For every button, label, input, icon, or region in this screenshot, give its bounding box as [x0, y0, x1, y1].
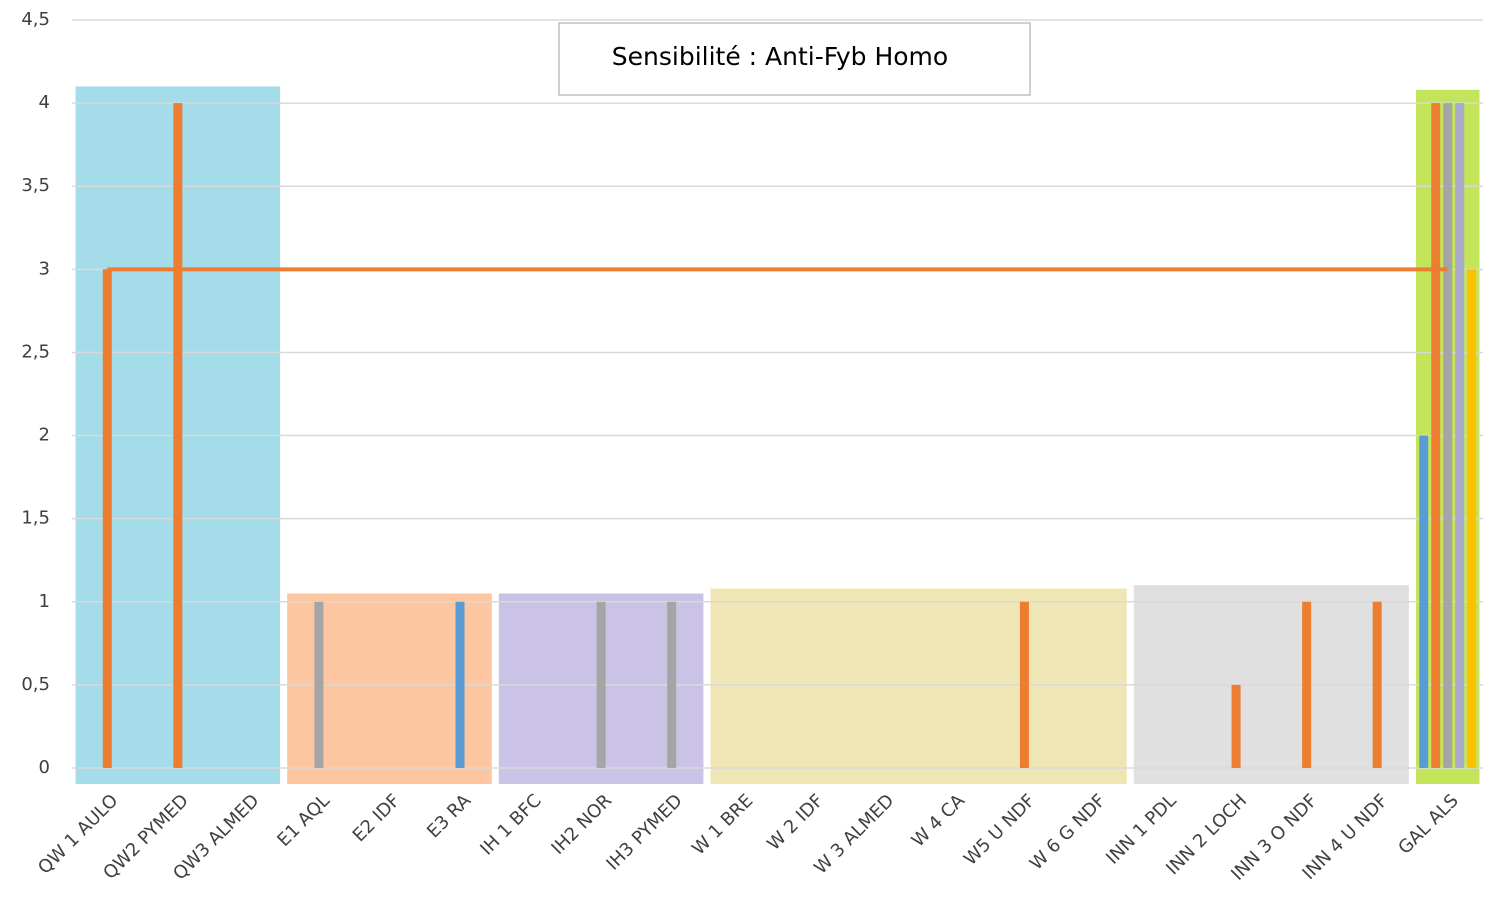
- y-tick-label: 4: [39, 92, 50, 113]
- bar: [1443, 103, 1453, 769]
- x-tick-label: W 1 BRE: [688, 790, 757, 859]
- bar: [1455, 103, 1465, 769]
- bar: [667, 601, 677, 768]
- bar: [596, 601, 606, 768]
- y-tick-label: 3: [39, 258, 50, 279]
- bar: [1019, 601, 1029, 768]
- bar: [1431, 103, 1441, 769]
- bar: [1231, 684, 1241, 768]
- title-box: [558, 22, 1031, 96]
- x-tick-label: GAL ALS: [1394, 790, 1462, 858]
- chart-title: Sensibilité : Anti-Fyb Homo: [612, 42, 948, 71]
- y-tick-label: 2,5: [21, 341, 50, 362]
- x-tick-label: E2 IDF: [349, 790, 405, 846]
- y-tick-label: 4,5: [21, 9, 50, 30]
- y-tick-label: 0,5: [21, 674, 50, 695]
- y-tick-label: 1: [39, 591, 50, 612]
- bar: [1302, 601, 1312, 768]
- bar: [1419, 435, 1429, 768]
- bar: [1372, 601, 1382, 768]
- y-tick-label: 3,5: [21, 175, 50, 196]
- bar: [455, 601, 465, 768]
- bar: [314, 601, 324, 768]
- y-tick-label: 0: [39, 757, 50, 778]
- x-tick-label: E3 RA: [423, 790, 476, 843]
- x-tick-label: W 4 CA: [908, 790, 970, 852]
- x-tick-label: W 2 IDF: [763, 790, 828, 855]
- bar: [1467, 269, 1477, 768]
- group-box: [710, 588, 1127, 784]
- y-tick-label: 2: [39, 425, 50, 446]
- x-tick-label: E1 AQL: [273, 790, 334, 851]
- x-tick-label: IH3 PYMED: [602, 790, 686, 874]
- x-tick-label: W 6 G NDF: [1026, 790, 1110, 874]
- x-tick-label: IH2 NOR: [547, 790, 616, 859]
- y-tick-label: 1,5: [21, 508, 50, 529]
- x-tick-label: IH 1 BFC: [476, 790, 545, 859]
- bar: [102, 269, 112, 768]
- bar: [173, 103, 183, 769]
